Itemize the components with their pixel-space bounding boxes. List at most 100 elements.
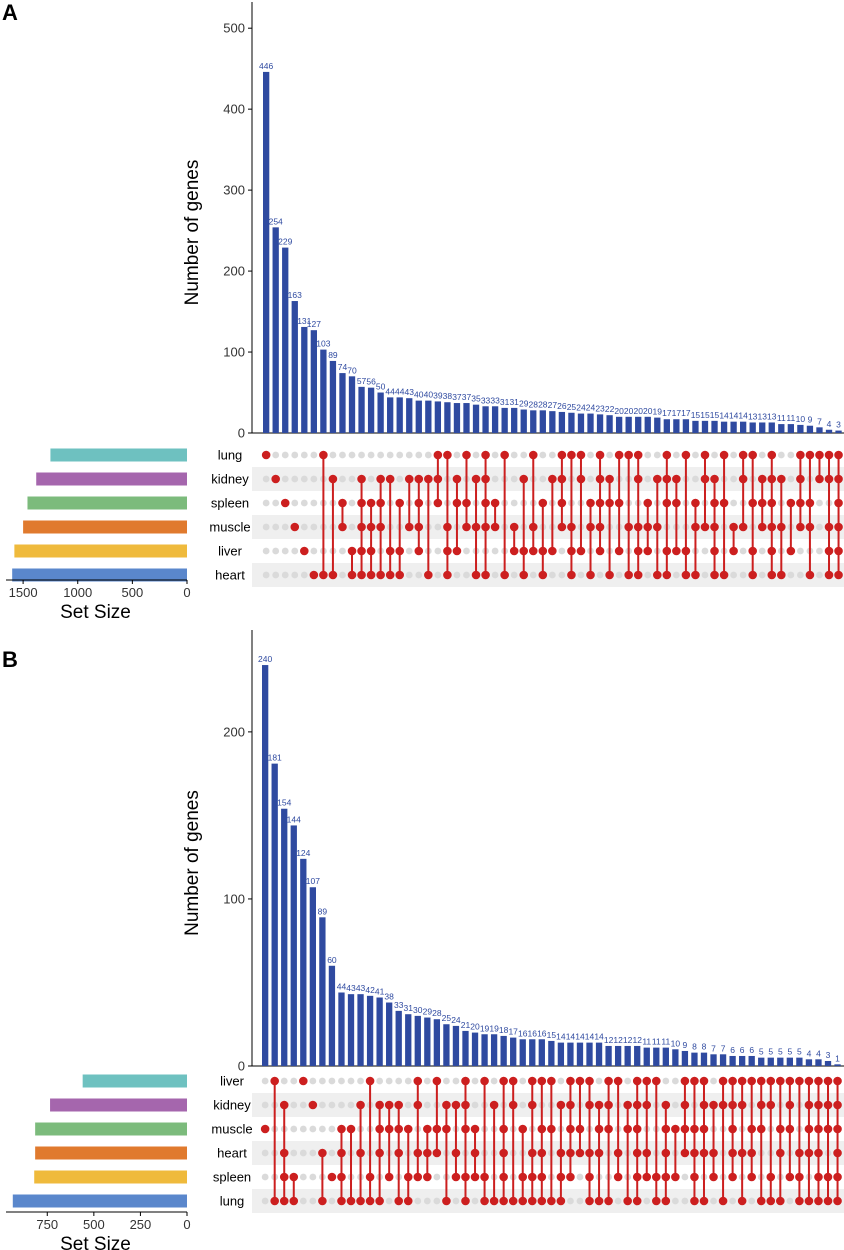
matrix-dot-inactive (681, 1197, 689, 1205)
matrix-dot-active (413, 1172, 423, 1182)
intersection-bar (387, 397, 394, 433)
matrix-dot-inactive (310, 451, 318, 459)
matrix-dot-active (375, 1196, 384, 1206)
matrix-dot-inactive (443, 1077, 450, 1085)
matrix-dot-inactive (701, 547, 709, 555)
intersection-bar (406, 398, 413, 433)
matrix-dot-active (489, 1196, 499, 1206)
matrix-dot-active (585, 1172, 594, 1182)
matrix-dot-inactive (539, 451, 547, 459)
matrix-dot-inactive (414, 1197, 422, 1205)
matrix-dot-inactive (291, 475, 299, 483)
matrix-dot-active (632, 1148, 642, 1158)
matrix-dot-active (728, 1100, 737, 1110)
matrix-dot-active (699, 1100, 709, 1110)
matrix-dot-inactive (672, 451, 680, 459)
matrix-dot-active (728, 1076, 737, 1086)
matrix-dot-active (614, 450, 624, 460)
intersection-bar (796, 1057, 803, 1066)
matrix-dot-active (394, 1196, 404, 1206)
matrix-dot-active (537, 1148, 547, 1158)
intersection-bar (624, 1045, 631, 1066)
matrix-dot-active (346, 1124, 356, 1134)
matrix-dot-active (548, 546, 557, 556)
matrix-dot-inactive (299, 1149, 307, 1157)
matrix-dot-active (805, 570, 815, 580)
matrix-dot-active (632, 1124, 642, 1134)
matrix-dot-active (586, 498, 595, 508)
intersection-bar (740, 421, 747, 433)
matrix-dot-active (347, 546, 357, 556)
matrix-dot-active (662, 546, 672, 556)
matrix-dot-active (556, 1196, 566, 1206)
intersection-bar (778, 424, 785, 433)
matrix-dot-active (595, 450, 605, 460)
matrix-dot-active (384, 1100, 394, 1110)
matrix-dot-inactive (692, 475, 699, 483)
matrix-dot-inactive (347, 1077, 355, 1085)
intersection-bar (767, 1057, 774, 1066)
matrix-dot-inactive (291, 547, 299, 555)
matrix-dot-active (681, 546, 691, 556)
matrix-dot-active (767, 498, 777, 508)
matrix-dot-inactive (471, 1101, 479, 1109)
intersection-bar (395, 1010, 402, 1066)
bar-value-label: 24 (586, 403, 596, 413)
matrix-dot-active (433, 450, 443, 460)
matrix-dot-active (432, 1148, 442, 1158)
intersection-bar (748, 1055, 755, 1066)
intersection-bar (787, 424, 794, 433)
matrix-dot-inactive (299, 1125, 307, 1133)
intersection-bar (835, 430, 842, 433)
matrix-dot-active (633, 546, 643, 556)
matrix-dot-active (557, 474, 567, 484)
matrix-dot-active (756, 1124, 766, 1134)
matrix-dot-active (337, 1124, 346, 1134)
matrix-dot-active (623, 1100, 632, 1110)
matrix-dot-active (357, 570, 366, 580)
intersection-bar (806, 425, 814, 433)
matrix-dot-inactive (510, 475, 518, 483)
matrix-dot-active (556, 1172, 566, 1182)
matrix-dot-inactive (472, 451, 480, 459)
bar-value-label: 56 (366, 377, 376, 387)
intersection-bar (348, 376, 356, 433)
matrix-dot-inactive (671, 1101, 679, 1109)
matrix-dot-inactive (386, 451, 394, 459)
matrix-dot-active (834, 474, 843, 484)
matrix-dot-active (319, 450, 328, 460)
matrix-dot-active (652, 522, 662, 532)
bar-value-label: 70 (347, 365, 357, 375)
matrix-dot-active (575, 1124, 585, 1134)
intersection-bar (682, 419, 690, 433)
matrix-dot-active (710, 570, 719, 580)
intersection-bar (300, 858, 307, 1066)
bar-value-label: 1 (835, 1053, 840, 1063)
intersection-bar (539, 410, 546, 433)
matrix-dot-active (748, 570, 757, 580)
intersection-bar (310, 330, 317, 433)
intersection-bar (606, 415, 613, 433)
bar-value-label: 12 (623, 1035, 633, 1045)
matrix-dot-inactive (300, 475, 308, 483)
matrix-dot-inactive (739, 547, 747, 555)
matrix-dot-active (471, 522, 481, 532)
matrix-dot-inactive (299, 1197, 307, 1205)
matrix-dot-active (537, 1124, 547, 1134)
matrix-dot-active (404, 522, 414, 532)
matrix-dot-inactive (309, 1173, 317, 1181)
matrix-dot-inactive (587, 475, 594, 483)
matrix-dot-active (461, 1100, 470, 1110)
intersection-bar (653, 1047, 660, 1066)
matrix-dot-active (823, 1196, 833, 1206)
bar-value-label: 446 (259, 61, 273, 71)
matrix-dot-inactive (529, 571, 537, 579)
matrix-dot-active (433, 474, 443, 484)
set-size-axis-title: Set Size (60, 1234, 131, 1250)
bar-value-label: 40 (424, 390, 434, 400)
matrix-dot-inactive (692, 451, 699, 459)
matrix-dot-active (690, 1124, 699, 1134)
matrix-dot-active (632, 1076, 642, 1086)
matrix-dot-inactive (281, 475, 289, 483)
matrix-dot-active (575, 1076, 585, 1086)
